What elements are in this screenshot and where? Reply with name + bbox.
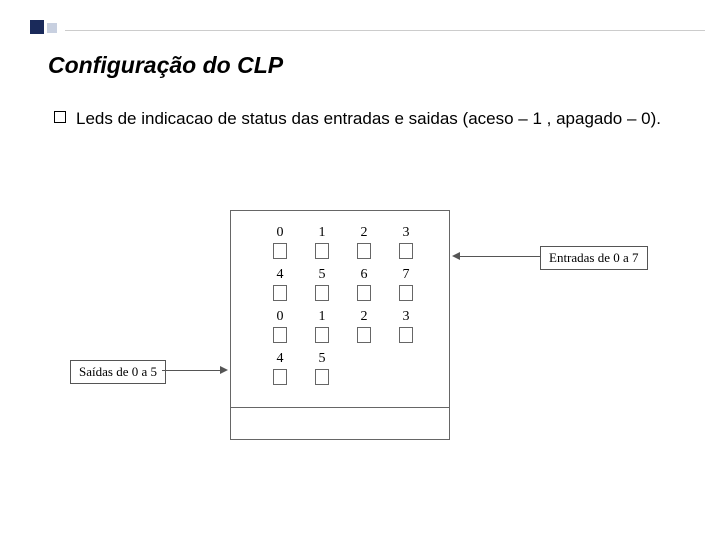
led-cell: 7 [385, 267, 427, 309]
led-cell: 0 [259, 225, 301, 267]
led-cell: 6 [343, 267, 385, 309]
led-box [273, 243, 287, 259]
led-panel: 0 1 2 3 4 5 6 7 0 1 2 3 4 5 [230, 210, 450, 440]
led-cell: 1 [301, 225, 343, 267]
callout-outputs: Saídas de 0 a 5 [70, 360, 166, 384]
bullet-item: Leds de indicacao de status das entradas… [54, 108, 661, 131]
arrow-left-line [162, 370, 222, 371]
diagram: Saídas de 0 a 5 Entradas de 0 a 7 0 1 2 … [70, 210, 660, 460]
led-cell: 2 [343, 225, 385, 267]
page-title: Configuração do CLP [48, 52, 283, 79]
led-cell: 5 [301, 351, 343, 393]
led-cell: 4 [259, 267, 301, 309]
led-box [399, 327, 413, 343]
decor-square-dark [30, 20, 44, 34]
led-box [315, 327, 329, 343]
header-decor [30, 20, 705, 34]
led-box [399, 285, 413, 301]
led-cell: 1 [301, 309, 343, 351]
led-row-2: 0 1 2 3 [259, 309, 427, 351]
led-box [315, 243, 329, 259]
led-cell: 5 [301, 267, 343, 309]
led-box [357, 243, 371, 259]
arrow-left-head [220, 366, 228, 374]
bullet-text: Leds de indicacao de status das entradas… [76, 108, 661, 131]
led-cell: 4 [259, 351, 301, 393]
decor-square-light [47, 23, 57, 33]
led-box [273, 327, 287, 343]
led-grid: 0 1 2 3 4 5 6 7 0 1 2 3 4 5 [259, 225, 427, 393]
arrow-right-head [452, 252, 460, 260]
led-box [399, 243, 413, 259]
bullet-square-icon [54, 111, 66, 123]
arrow-right-line [460, 256, 540, 257]
panel-divider [231, 407, 449, 408]
led-box [315, 369, 329, 385]
led-box [273, 285, 287, 301]
led-cell: 2 [343, 309, 385, 351]
led-row-0: 0 1 2 3 [259, 225, 427, 267]
led-row-1: 4 5 6 7 [259, 267, 427, 309]
led-box [315, 285, 329, 301]
led-box [357, 327, 371, 343]
led-box [273, 369, 287, 385]
led-row-3: 4 5 [259, 351, 427, 393]
led-cell: 0 [259, 309, 301, 351]
decor-line [65, 30, 705, 31]
led-cell: 3 [385, 309, 427, 351]
led-box [357, 285, 371, 301]
led-cell: 3 [385, 225, 427, 267]
callout-inputs: Entradas de 0 a 7 [540, 246, 648, 270]
